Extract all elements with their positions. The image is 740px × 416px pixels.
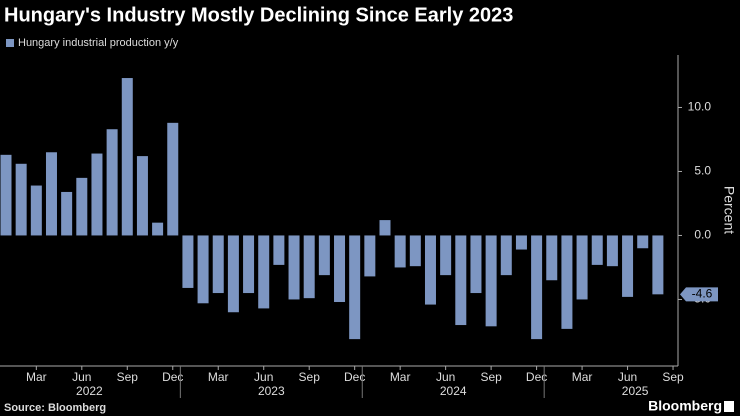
y-tick-label: 5.0 [694, 164, 711, 178]
bar [652, 235, 664, 295]
bar [61, 191, 73, 236]
x-tick-label: Dec [526, 370, 547, 384]
bar [0, 154, 12, 236]
bar [273, 235, 285, 265]
bar [561, 235, 573, 329]
bar [440, 235, 452, 276]
bar [167, 122, 179, 236]
bar [637, 235, 649, 249]
x-year-label: 2025 [622, 384, 649, 398]
bar [424, 235, 436, 305]
x-tick-label: Dec [162, 370, 183, 384]
bar [152, 222, 164, 236]
x-tick-label: Dec [344, 370, 365, 384]
source: Source: Bloomberg [4, 402, 106, 414]
x-year-label: 2023 [258, 384, 285, 398]
brand: Bloomberg [648, 398, 722, 414]
bar [15, 163, 27, 236]
x-tick-label: Mar [572, 370, 593, 384]
bar [136, 156, 148, 236]
bar [515, 235, 527, 250]
bar [212, 235, 224, 294]
bar [470, 235, 482, 294]
bar [349, 235, 361, 340]
bar [45, 152, 57, 236]
x-tick-label: Mar [26, 370, 47, 384]
bar [121, 78, 133, 236]
bar [318, 235, 330, 276]
bar [455, 235, 467, 326]
bar [197, 235, 209, 304]
bar [409, 235, 421, 267]
bar [258, 235, 270, 309]
bar [485, 235, 497, 327]
value-callout [680, 287, 718, 302]
x-year-label: 2024 [440, 384, 467, 398]
legend-swatch [6, 39, 14, 47]
bar [394, 235, 406, 268]
y-tick-label: 10.0 [688, 100, 712, 114]
bar [606, 235, 618, 267]
bar [379, 220, 391, 236]
bar [622, 235, 634, 297]
x-tick-label: Mar [208, 370, 229, 384]
bar [182, 235, 194, 288]
x-tick-label: Sep [117, 370, 139, 384]
brand-icon [724, 401, 734, 412]
bar [106, 129, 118, 236]
x-tick-label: Jun [618, 370, 637, 384]
value-label: -4.6 [692, 287, 713, 301]
bar [500, 235, 512, 276]
chart-title: Hungary's Industry Mostly Declining Sinc… [4, 4, 513, 26]
bar [364, 235, 376, 277]
bar [576, 235, 588, 300]
x-year-label: 2022 [76, 384, 103, 398]
bar [591, 235, 603, 265]
bar [243, 235, 255, 294]
bar [531, 235, 543, 340]
legend-label: Hungary industrial production y/y [18, 37, 179, 49]
y-axis-title: Percent [721, 186, 737, 234]
y-tick-label: 0.0 [694, 228, 711, 242]
x-tick-label: Sep [299, 370, 321, 384]
x-tick-label: Mar [390, 370, 411, 384]
x-tick-label: Sep [662, 370, 684, 384]
bar [30, 185, 42, 236]
x-tick-label: Jun [254, 370, 273, 384]
x-tick-label: Jun [72, 370, 91, 384]
x-tick-label: Jun [436, 370, 455, 384]
x-tick-label: Sep [480, 370, 502, 384]
bar [227, 235, 239, 313]
bar [546, 235, 558, 281]
bar [334, 235, 346, 303]
bar [288, 235, 300, 300]
bar [91, 153, 103, 236]
bar [76, 177, 88, 236]
bar [303, 235, 315, 299]
